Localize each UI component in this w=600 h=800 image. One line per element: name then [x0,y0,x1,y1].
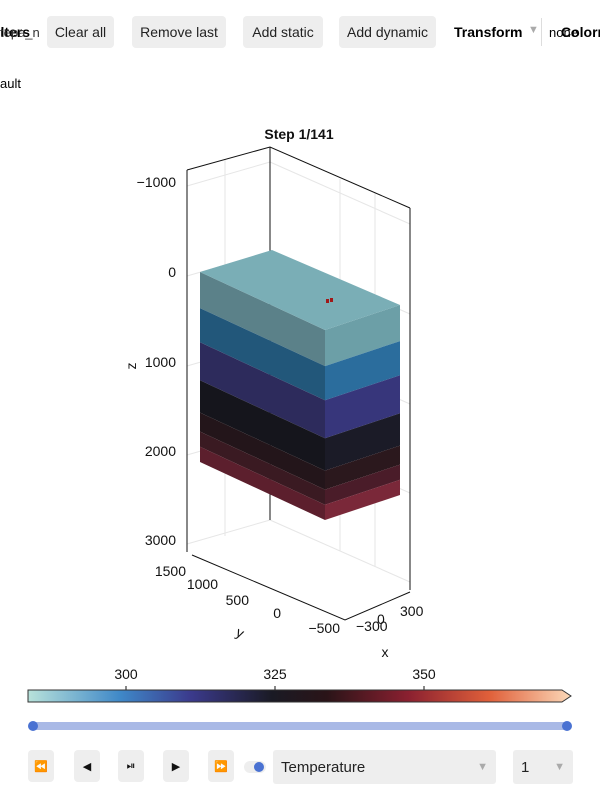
add-dynamic-button[interactable]: Add dynamic [339,16,436,48]
variable-value: Temperature [281,758,366,776]
colorbar-tick: 300 [114,666,138,682]
y-tick: 1000 [187,576,218,592]
rewind-button[interactable]: ⏪ [28,750,54,782]
z-tick: −1000 [137,174,177,190]
box-right-layer [325,341,400,401]
x-tick: 0 [377,611,385,627]
colorbar-tick-marks [125,686,425,690]
box-right-layer [325,464,400,505]
subtitle: ault [0,76,21,91]
index-dropdown[interactable]: 1 ▼ [513,750,573,784]
z-label: z [123,363,139,370]
index-value: 1 [521,758,530,776]
box-right-layer [325,305,400,367]
x-tick: 300 [400,603,424,619]
filters-label: Filters [0,24,31,40]
transform-value[interactable]: none [549,25,578,40]
box-left-layer [200,272,325,367]
box-left-layer [200,308,325,401]
box-right-layer [325,479,400,520]
z-tick: 0 [168,264,176,280]
y-tick: 500 [226,592,250,608]
step-forward-button[interactable]: ▶ [163,750,189,782]
caret: ▼ [554,761,565,773]
caret: ▼ [528,24,539,36]
colorbar-tick: 325 [263,666,287,682]
step-label: tepa_n [0,25,40,40]
play-pause-button[interactable]: ⏯ [118,750,144,782]
variable-dropdown[interactable]: Temperature ▼ [273,750,496,784]
domain-box [200,250,400,520]
slider-knob[interactable] [28,721,38,731]
box-top [200,250,400,330]
box-left-layer [200,380,325,471]
z-tick: 1000 [145,354,176,370]
y-tick: −500 [308,620,340,636]
marker [326,299,329,303]
y-tick: 1500 [155,563,186,579]
add-static-button[interactable]: Add static [243,16,323,48]
box-left-layer [200,342,325,439]
box-left-layer [200,412,325,490]
y-label: y [234,624,247,641]
colorbar [27,689,572,703]
caret: ▼ [477,761,488,773]
box-right-layer [325,445,400,490]
divider [541,18,542,46]
box-right-layer [325,375,400,439]
z-tick: 2000 [145,443,176,459]
y-tick: 0 [273,605,281,621]
clear-all-button[interactable]: Clear all [47,16,114,48]
box-left-layer [200,446,325,520]
z-tick: 3000 [145,532,176,548]
transform-label: Transform [454,24,523,40]
colormap-label: Colorm [561,24,600,40]
slider-knob[interactable] [562,721,572,731]
marker [330,298,333,302]
colorbar-tick: 350 [412,666,436,682]
box-left-layer [200,431,325,505]
fast-forward-button[interactable]: ⏩ [208,750,234,782]
remove-last-button[interactable]: Remove last [132,16,226,48]
step-back-button[interactable]: ◀ [74,750,100,782]
box-right-layer [325,413,400,471]
x-tick: −300 [356,618,388,634]
toggle-knob[interactable] [254,762,264,772]
plot-title: Step 1/141 [264,126,333,142]
x-label: x [382,644,389,660]
